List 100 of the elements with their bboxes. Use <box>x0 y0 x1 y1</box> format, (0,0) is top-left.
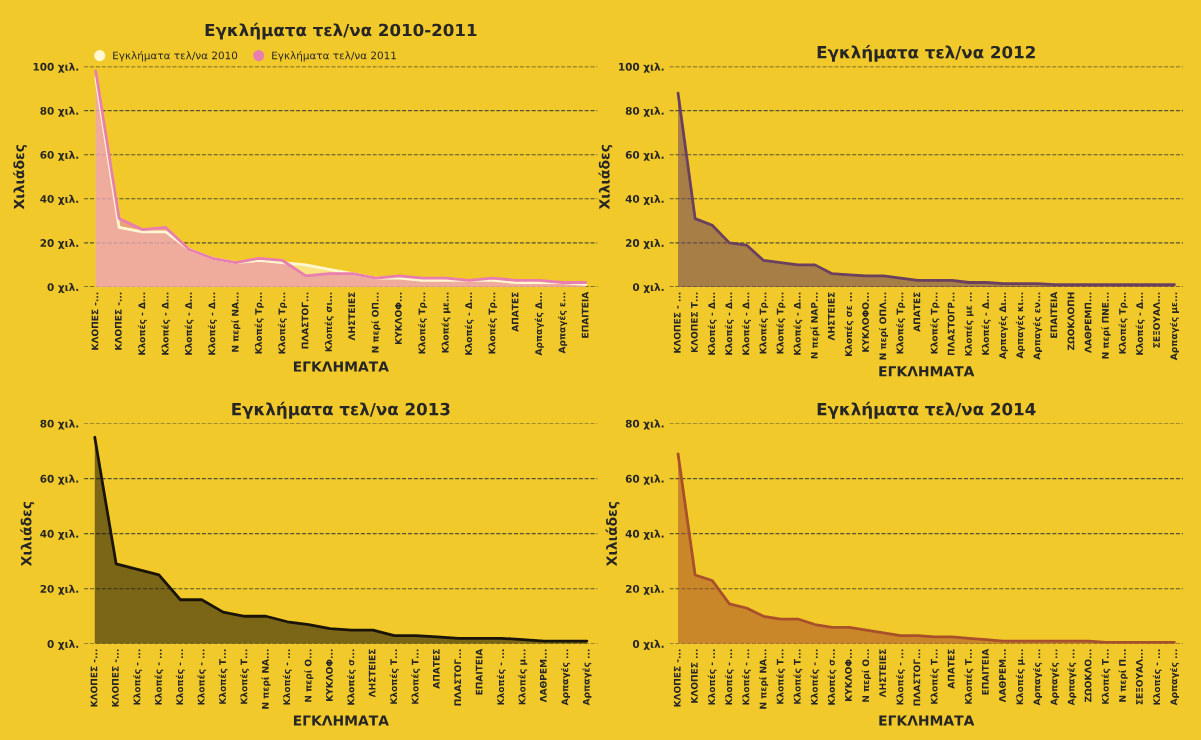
x-tick-label: ΚΛΟΠΕΣ -... <box>114 292 122 350</box>
x-tick-label: ΚΛΟΠΕΣ ... <box>690 649 698 703</box>
x-tick-label: Κλοπές με... <box>441 292 451 353</box>
chart-title: Εγκλήματα τελ/να 2014 <box>817 401 1036 419</box>
chart-title: Εγκλήματα τελ/να 2012 <box>817 44 1035 62</box>
y-tick-label: 20 χιλ. <box>625 584 664 595</box>
x-tick-label: Κλοπές - ... <box>741 649 752 705</box>
x-tick-label: Κλοπές Τ... <box>930 649 940 704</box>
x-tick-label: ΛΗΣΤΕΙΕΣ <box>348 292 355 341</box>
x-tick-label: Κλοπές σ... <box>346 649 357 705</box>
x-tick-label: ΖΩΟΚΛΟΠΗ <box>1067 292 1075 351</box>
x-axis-title: ΕΓΚΛΗΜΑΤΑ <box>879 715 975 726</box>
y-tick-label: 40 χιλ. <box>40 529 79 540</box>
y-tick-label: 80 χιλ. <box>625 106 664 117</box>
x-tick-label: ΣΕΞΟΥΑΛ... <box>1153 292 1160 348</box>
x-tick-label: Αρπαγές ε... <box>558 292 568 354</box>
x-tick-label: Κλοπές - Δ... <box>207 292 217 355</box>
x-tick-label: Κλοπές - Δ... <box>184 292 194 355</box>
x-tick-label: Αρπαγές ... <box>560 649 571 706</box>
x-tick-label: Αρπαγές ... <box>582 649 592 706</box>
x-tick-label: Κλοπές Τρ... <box>776 292 786 354</box>
x-tick-label: ΑΠΑΤΕΣ <box>947 649 955 689</box>
x-tick-label: ΚΛΟΠΕΣ -... <box>90 649 98 707</box>
x-tick-label: ΕΠΑΙΤΕΙΑ <box>475 648 483 695</box>
x-axis-title: ΕΓΚΛΗΜΑΤΑ <box>879 366 975 377</box>
x-tick-label: ΑΠΑΤΕΣ <box>913 292 921 332</box>
x-tick-label: Κλοπές Τ... <box>793 649 803 704</box>
x-tick-label: Κλοπές - ... <box>197 649 207 705</box>
x-tick-label: Αρπαγές κι... <box>1015 292 1025 359</box>
x-tick-label: Κλοπές - Δ... <box>707 292 717 355</box>
x-tick-label: Κλοπές Τ... <box>1101 649 1111 704</box>
y-tick-label: 60 χιλ. <box>40 150 79 161</box>
x-tick-label: ΚΛΟΠΕΣ -... <box>673 649 681 707</box>
x-tick-label: Κλοπές - ... <box>1152 649 1162 705</box>
x-tick-label: Κλοπές Τρ... <box>896 292 906 354</box>
x-tick-label: ΚΥΚΛΟΦ... <box>325 649 333 701</box>
y-tick-label: 0 χιλ. <box>632 639 664 650</box>
x-tick-label: Κλοπές σ... <box>827 649 837 705</box>
x-tick-label: Κλοπές - ... <box>133 649 143 705</box>
x-tick-label: Αρπαγές εν... <box>1032 292 1043 360</box>
x-tick-label: Κλοπές Τρ... <box>277 292 288 354</box>
x-tick-label: Κλοπές - ... <box>496 649 506 705</box>
y-tick-label: 80 χιλ. <box>40 106 79 117</box>
x-tick-label: Κλοπές - Δ... <box>741 292 752 355</box>
y-tick-label: 100 χιλ. <box>619 62 664 73</box>
x-tick-label: ΠΛΑΣΤΟΓ... <box>913 649 921 706</box>
y-tick-label: 20 χιλ. <box>40 584 79 595</box>
x-tick-label: Κλοπές Τ... <box>964 649 974 704</box>
x-tick-label: Κλοπές - Δ... <box>724 292 734 355</box>
y-tick-label: 0 χιλ. <box>47 639 79 650</box>
x-tick-label: ΑΠΑΤΕΣ <box>433 649 440 689</box>
x-tick-label: Κλοπές σε ... <box>844 292 854 356</box>
x-tick-label: ΕΠΑΙΤΕΙΑ <box>982 648 989 695</box>
x-tick-label: ΕΠΑΙΤΕΙΑ <box>581 291 589 338</box>
x-tick-label: ΚΛΟΠΕΣ - ... <box>673 292 681 353</box>
y-tick-label: 20 χιλ. <box>40 238 79 249</box>
y-tick-label: 0 χιλ. <box>632 282 664 294</box>
x-tick-label: ΑΠΑΤΕΣ <box>511 292 519 332</box>
x-tick-label: Ν περί Ο... <box>304 649 314 702</box>
x-tick-label: Κλοπές - Δ... <box>161 292 171 355</box>
chart-title: Εγκλήματα τελ/να 2010-2011 <box>205 22 477 40</box>
x-tick-label: Αρπαγές ... <box>1050 649 1060 706</box>
x-tick-label: Ν περί ΟΠ... <box>371 292 381 353</box>
y-axis-title: Χιλιάδες <box>20 501 35 567</box>
x-tick-label: ΛΑΘΡΕΜ... <box>539 649 547 703</box>
x-tick-label: ΣΕΞΟΥΑΛ... <box>1135 649 1143 705</box>
x-tick-label: ΚΛΟΠΕΣ Τ... <box>690 292 698 353</box>
x-tick-label: Ν περί ΝΑ... <box>231 292 241 352</box>
x-tick-label: ΠΛΑΣΤΟΓΡ... <box>947 292 955 356</box>
x-tick-label: Κλοπές μ... <box>518 649 528 705</box>
y-tick-label: 60 χιλ. <box>40 474 79 485</box>
y-tick-label: 100 χιλ. <box>33 62 79 73</box>
x-tick-label: ΛΗΣΤΕΙΕΣ <box>368 649 376 698</box>
x-tick-label: Κλοπές - ... <box>896 649 906 705</box>
x-axis-title: ΕΓΚΛΗΜΑΤΑ <box>293 361 389 372</box>
y-tick-label: 20 χιλ. <box>625 238 664 249</box>
legend-label: Εγκλήματα τελ/να 2010 <box>113 50 238 62</box>
y-tick-label: 80 χιλ. <box>40 419 79 430</box>
x-tick-label: Αρπαγές με... <box>1169 292 1179 361</box>
x-tick-label: ΚΥΚΛΟΦΟ... <box>862 292 869 352</box>
y-tick-label: 40 χιλ. <box>40 194 79 205</box>
x-tick-label: ΛΗΣΤΕΙΕΣ <box>879 649 886 698</box>
x-tick-label: Κλοπές μ... <box>1015 649 1025 705</box>
x-tick-label: Ν περί ΟΠΛ... <box>878 292 888 360</box>
x-tick-label: Αρπαγές ... <box>1169 649 1179 706</box>
x-tick-label: Κλοπές - ... <box>724 649 734 705</box>
x-tick-label: Κλοπές - Δ... <box>464 292 474 355</box>
x-tick-label: Κλοπές Τ... <box>239 649 250 704</box>
x-tick-label: Κλοπές με ... <box>964 292 974 356</box>
y-axis-title: Χιλιάδες <box>605 501 620 567</box>
x-tick-label: ΠΛΑΣΤΟΓ... <box>301 292 309 349</box>
y-tick-label: 60 χιλ. <box>625 150 664 161</box>
x-tick-label: Ν περί ΝΑΡ... <box>810 292 820 359</box>
x-tick-label: Ν περί Π... <box>1118 649 1128 702</box>
x-tick-label: Αρπαγές ... <box>1067 649 1077 706</box>
x-tick-label: Αρπαγές Δι... <box>998 292 1008 359</box>
x-tick-label: Ν περί Ο... <box>861 649 871 702</box>
x-tick-label: Κλοπές Τρ... <box>417 292 428 354</box>
x-tick-label: ΠΛΑΣΤΟΓ... <box>454 649 462 706</box>
x-tick-label: ΚΥΚΛΟΦ... <box>844 649 852 701</box>
